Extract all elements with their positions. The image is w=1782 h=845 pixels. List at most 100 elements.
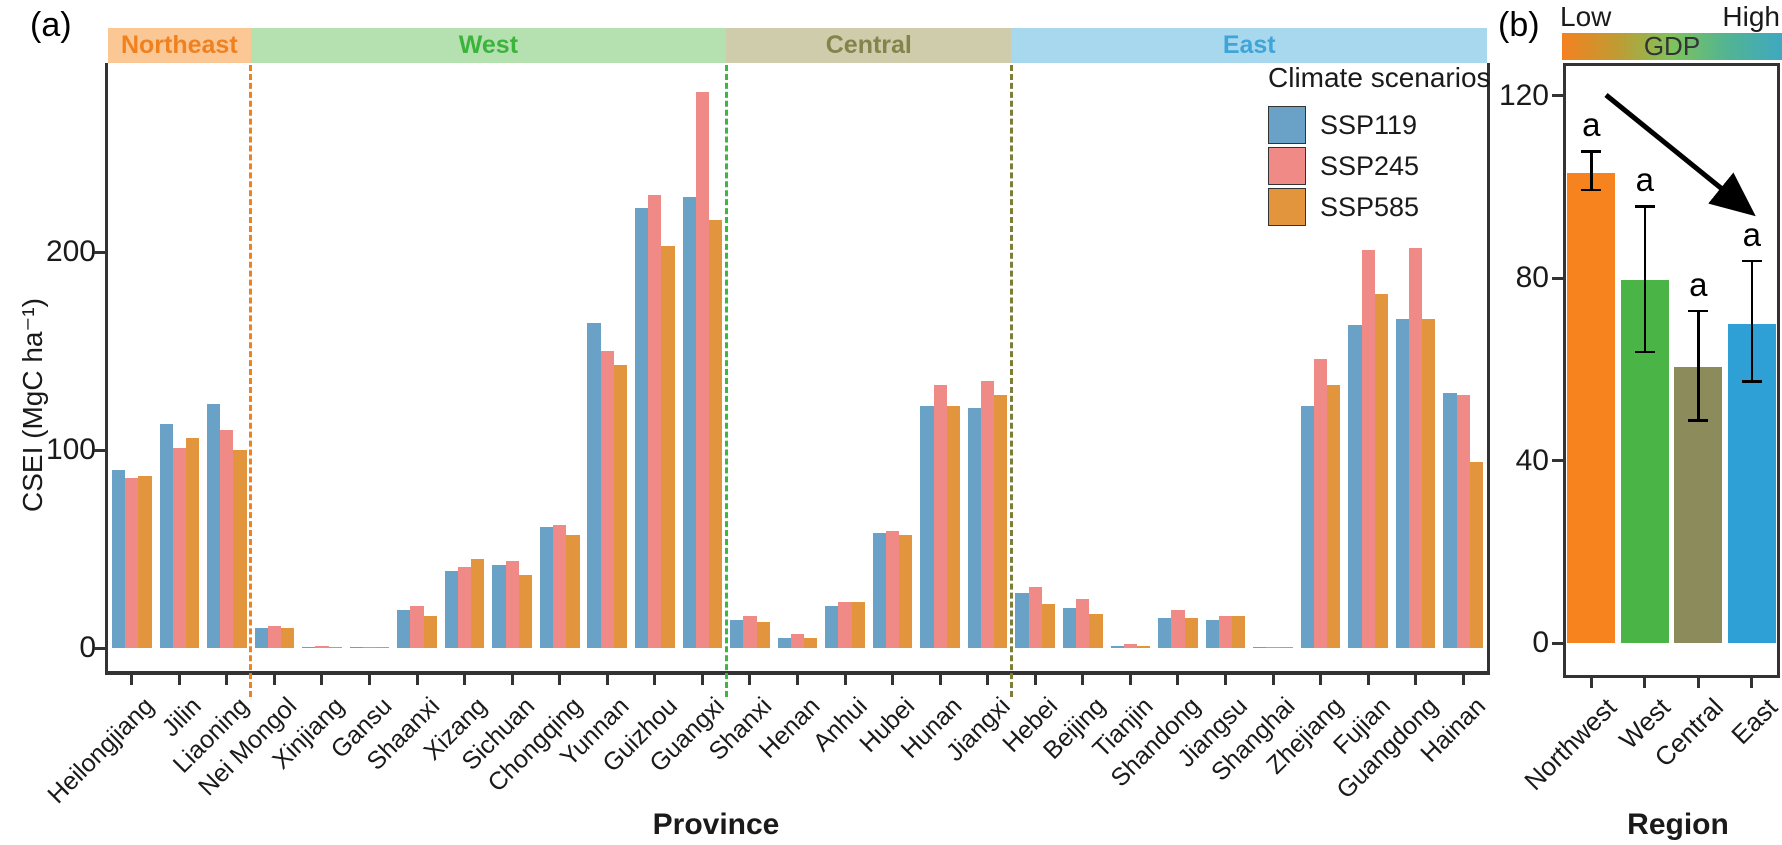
bar-tianjin-ssp245 [1123, 644, 1137, 648]
bar-hunan-ssp245 [933, 384, 947, 648]
panel-a-x-tick-mark [272, 675, 276, 685]
panel-a-x-tick-mark [796, 675, 799, 685]
bar-shanxi-ssp119 [730, 620, 744, 648]
bar-gansu-ssp119 [349, 647, 363, 648]
panel-a-x-tick-mark [225, 675, 229, 685]
panel-a-x-tick-mark [1223, 675, 1227, 685]
gdp-gradient-label: GDP [1643, 31, 1701, 61]
panel-b-x-tick-mark [1750, 678, 1754, 688]
panel-a-x-tick-mark [700, 675, 704, 685]
bar-xizang-ssp585 [471, 558, 485, 648]
region-divider-line [249, 65, 253, 697]
bar-hunan-ssp119 [920, 406, 934, 648]
bar-nei-mongol-ssp245 [267, 626, 282, 648]
panel-a-tag: (a) [30, 6, 72, 44]
panel-a-x-tick-mark [415, 675, 419, 685]
error-bar-cap-top [1634, 205, 1655, 208]
gdp-high-label: High [1722, 1, 1780, 32]
bar-heilongjiang-ssp245 [125, 477, 139, 648]
error-bar-cap-top [1741, 259, 1762, 263]
region-band-northeast: Northeast [108, 28, 251, 63]
panel-a-x-tick-mark [320, 675, 324, 685]
bar-gansu-ssp585 [376, 647, 390, 648]
region-band-west: West [250, 28, 727, 63]
bar-hubei-ssp119 [872, 533, 886, 648]
legend-items: SSP119 SSP245 SSP585 [1268, 106, 1491, 226]
bar-nei-mongol-ssp119 [254, 628, 268, 648]
bar-jilin-ssp585 [185, 438, 200, 648]
panel-b-y-tick-mark [1552, 276, 1563, 280]
legend-swatch-ssp585 [1268, 188, 1306, 226]
panel-b-x-tick-mark [1589, 678, 1593, 688]
bar-hubei-ssp245 [886, 531, 900, 648]
bar-fujian-ssp119 [1348, 325, 1362, 648]
panel-a-x-tick-mark [177, 675, 181, 685]
bar-beijing-ssp585 [1089, 614, 1103, 648]
bar-chongqing-ssp585 [566, 535, 580, 648]
bar-xinjiang-ssp119 [302, 647, 316, 648]
bar-chongqing-ssp245 [553, 525, 567, 648]
panel-b-y-tick-label: 40 [1515, 443, 1549, 477]
bar-hebei-ssp585 [1041, 604, 1056, 648]
error-bar-cap-top [1688, 309, 1709, 313]
bar-yunnan-ssp585 [613, 364, 628, 648]
bar-shanxi-ssp245 [743, 616, 757, 648]
panel-b-x-tick-mark [1696, 678, 1700, 688]
panel-b-y-tick-mark [1552, 459, 1563, 462]
panel-a-y-tick-mark [94, 646, 105, 650]
panel-a-x-tick-mark [986, 675, 990, 685]
legend-title: Climate scenarios [1268, 62, 1491, 93]
panel-a-right-border-line [1487, 63, 1490, 675]
legend-item-ssp245: SSP245 [1268, 147, 1491, 185]
region-band-central: Central [726, 28, 1012, 63]
bar-anhui-ssp119 [825, 606, 839, 648]
bar-guizhou-ssp245 [648, 194, 662, 648]
panel-a-x-tick-mark [1271, 675, 1275, 685]
panel-b-y-tick-label: 0 [1532, 626, 1549, 659]
bar-anhui-ssp245 [838, 602, 852, 648]
legend-item-ssp119: SSP119 [1268, 106, 1491, 144]
bar-fujian-ssp245 [1361, 250, 1375, 648]
panel-a-x-tick-mark [1176, 675, 1180, 685]
bar-heilongjiang-ssp119 [111, 469, 126, 648]
bar-guangdong-ssp245 [1409, 248, 1423, 648]
bar-shaanxi-ssp119 [397, 610, 411, 648]
bar-guangxi-ssp585 [708, 220, 723, 648]
panel-b-border [1563, 63, 1780, 678]
region-label: Northwest [1518, 692, 1623, 796]
bar-jiangsu-ssp245 [1218, 616, 1233, 648]
bar-sichuan-ssp119 [492, 564, 506, 648]
bar-jiangxi-ssp119 [967, 408, 982, 648]
bar-hebei-ssp245 [1028, 586, 1042, 648]
error-bar-stem [1750, 259, 1753, 383]
panel-a-x-tick-mark [1319, 675, 1323, 685]
bar-jilin-ssp245 [172, 448, 186, 648]
panel-a-x-tick-mark [130, 675, 134, 685]
bar-hebei-ssp119 [1015, 592, 1029, 648]
error-bar-cap-bottom [1741, 380, 1762, 383]
panel-a-x-tick-mark [1461, 675, 1465, 685]
legend-item-label: SSP585 [1320, 191, 1420, 222]
panel-a-x-tick-mark [1414, 675, 1418, 685]
bar-beijing-ssp245 [1076, 598, 1090, 648]
region-band-east: East [1011, 28, 1487, 63]
bar-shandong-ssp119 [1158, 618, 1172, 648]
panel-b-tag: (b) [1498, 6, 1540, 44]
climate-scenarios-legend: Climate scenarios SSP119 SSP245 SSP585 [1268, 62, 1491, 229]
legend-swatch-ssp245 [1268, 147, 1306, 185]
panel-a-x-tick-mark [368, 675, 372, 685]
region-divider-line [724, 65, 728, 697]
bar-henan-ssp245 [790, 634, 805, 648]
panel-b-y-tick-mark [1552, 641, 1563, 645]
panel-a-x-tick-mark [891, 675, 895, 685]
legend-item-ssp585: SSP585 [1268, 188, 1491, 226]
error-bar-stem [1590, 150, 1593, 192]
panel-a-x-tick-mark [510, 675, 514, 685]
panel-a-x-tick-mark [1366, 675, 1370, 685]
panel-a-x-tick-mark [558, 675, 562, 685]
bar-guizhou-ssp119 [635, 208, 649, 648]
bar-guangxi-ssp245 [695, 91, 709, 648]
bar-jiangsu-ssp119 [1205, 620, 1219, 648]
bar-sichuan-ssp585 [518, 574, 532, 648]
bar-shandong-ssp585 [1184, 618, 1198, 648]
